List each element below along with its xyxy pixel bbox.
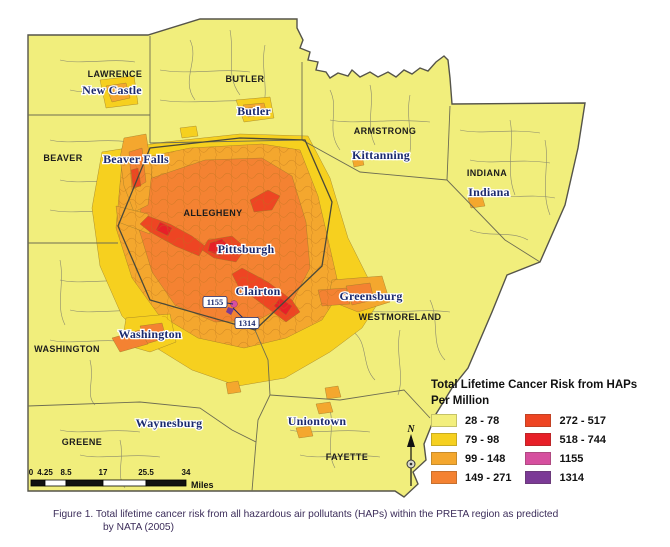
scale-tick-1: 4.25 xyxy=(37,468,53,477)
scale-tick-3: 17 xyxy=(99,468,108,477)
county-label-westmoreland: WESTMORELAND xyxy=(359,312,442,322)
legend-swatch xyxy=(431,452,457,465)
callout-value-1314: 1314 xyxy=(239,318,257,328)
scale-tick-5: 34 xyxy=(182,468,191,477)
north-arrow-n: N xyxy=(406,424,415,435)
legend-item-label: 149 - 271 xyxy=(465,471,512,484)
scale-tick-4: 25.5 xyxy=(138,468,154,477)
city-label-new-castle: New Castle xyxy=(82,83,142,97)
legend-swatch xyxy=(525,471,552,484)
tract-1314-dot xyxy=(226,307,234,315)
figure-caption-line2: by NATA (2005) xyxy=(103,522,174,533)
legend-swatch xyxy=(525,433,552,446)
legend-item: 99 - 148 xyxy=(431,452,511,465)
legend-swatch xyxy=(525,414,552,427)
legend-swatch xyxy=(431,414,457,427)
scale-unit-label: Miles xyxy=(191,480,214,490)
county-labels: LAWRENCE BUTLER ARMSTRONG INDIANA BEAVER… xyxy=(34,69,507,462)
north-arrow-head xyxy=(407,434,415,447)
scale-tick-2: 8.5 xyxy=(60,468,72,477)
city-label-pittsburgh: Pittsburgh xyxy=(218,242,275,256)
county-label-greene: GREENE xyxy=(62,437,102,447)
legend-column-1: 28 - 78 79 - 98 99 - 148 149 - 271 xyxy=(431,414,511,484)
legend-column-2: 272 - 517 518 - 744 1155 1314 xyxy=(525,414,606,484)
legend-swatch xyxy=(525,452,552,465)
legend-item: 1314 xyxy=(525,471,605,484)
legend-item-label: 99 - 148 xyxy=(465,452,506,465)
callout-leader-1155 xyxy=(226,302,234,305)
county-label-washington: WASHINGTON xyxy=(34,344,100,354)
legend-item: 149 - 271 xyxy=(431,471,511,484)
legend-subtitle: Per Million xyxy=(431,395,490,407)
legend-item: 518 - 744 xyxy=(525,433,606,446)
figure-caption: Figure 1. Total lifetime cancer risk fro… xyxy=(53,508,613,534)
north-arrow-hub-dot xyxy=(409,462,413,466)
callout-leader-1314 xyxy=(232,307,244,319)
city-label-waynesburg: Waynesburg xyxy=(136,416,203,430)
legend-swatch xyxy=(431,471,457,484)
city-label-uniontown: Uniontown xyxy=(288,414,347,428)
scale-bar: 0 4.25 8.5 17 25.5 34 Miles xyxy=(29,468,214,490)
legend-item: 28 - 78 xyxy=(431,414,511,427)
legend-item: 79 - 98 xyxy=(431,433,511,446)
figure-caption-line1: Figure 1. Total lifetime cancer risk fro… xyxy=(53,509,559,520)
city-label-beaver-falls: Beaver Falls xyxy=(103,152,169,166)
legend-item-label: 518 - 744 xyxy=(559,433,606,446)
city-label-greensburg: Greensburg xyxy=(339,289,402,303)
legend-item-label: 272 - 517 xyxy=(559,414,606,427)
map-svg: LAWRENCE BUTLER ARMSTRONG INDIANA BEAVER… xyxy=(27,18,586,498)
allegheny-county-border xyxy=(117,137,333,331)
county-label-allegheny: ALLEGHENY xyxy=(183,208,242,218)
north-arrow: N xyxy=(406,424,416,486)
city-label-indiana: Indiana xyxy=(468,185,509,199)
city-label-kittanning: Kittanning xyxy=(352,148,410,162)
callout-value-1155: 1155 xyxy=(207,297,224,307)
city-labels: New Castle Butler Beaver Falls Kittannin… xyxy=(81,82,511,432)
legend-item-label: 1314 xyxy=(559,471,584,484)
clairton-callouts: 1155 1314 xyxy=(202,296,260,329)
legend-item-label: 1155 xyxy=(559,452,584,465)
callout-box-1314 xyxy=(234,317,260,329)
city-label-washington: Washington xyxy=(118,327,181,341)
county-label-fayette: FAYETTE xyxy=(326,452,368,462)
legend-title: Total Lifetime Cancer Risk from HAPs xyxy=(431,379,638,391)
county-label-lawrence: LAWRENCE xyxy=(88,69,143,79)
city-label-butler: Butler xyxy=(237,104,271,118)
callout-box-1155 xyxy=(202,296,228,308)
legend-swatch xyxy=(431,433,457,446)
legend-item: 272 - 517 xyxy=(525,414,606,427)
legend-item-label: 79 - 98 xyxy=(465,433,500,446)
map-legend: Total Lifetime Cancer Risk from HAPs Per… xyxy=(431,378,663,484)
legend-item-label: 28 - 78 xyxy=(465,414,500,427)
city-label-clairton: Clairton xyxy=(236,284,281,298)
county-label-armstrong: ARMSTRONG xyxy=(354,126,417,136)
county-label-indiana: INDIANA xyxy=(467,168,507,178)
scale-tick-0: 0 xyxy=(29,468,34,477)
county-boundaries xyxy=(27,36,541,492)
legend-item: 1155 xyxy=(525,452,605,465)
county-label-beaver: BEAVER xyxy=(43,153,82,163)
county-label-butler: BUTLER xyxy=(226,74,265,84)
